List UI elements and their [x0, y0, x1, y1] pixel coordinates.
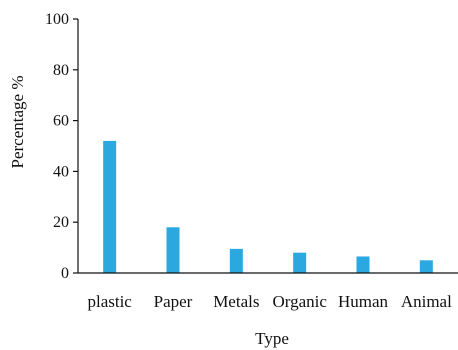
y-tick-label: 40 [53, 163, 69, 180]
category-label-metals: Metals [213, 292, 259, 311]
y-axis-ticks: 0 20 40 60 80 100 [45, 11, 78, 282]
bar-animal [419, 260, 433, 273]
x-axis-title: Type [255, 329, 289, 348]
category-label-organic: Organic [272, 292, 327, 311]
y-tick-label: 0 [61, 265, 69, 282]
category-label-human: Human [338, 292, 389, 311]
bar-plastic [103, 140, 117, 273]
bar-metals [229, 248, 243, 273]
y-tick-label: 20 [53, 214, 69, 231]
bars [103, 140, 433, 273]
y-tick-label: 100 [45, 11, 69, 28]
y-tick-label: 80 [53, 62, 69, 79]
bar-organic [293, 252, 307, 273]
category-label-plastic: plastic [87, 292, 132, 311]
category-label-paper: Paper [154, 292, 193, 311]
y-axis-title: Percentage % [8, 76, 27, 169]
bar-human [356, 256, 370, 273]
bar-paper [166, 227, 180, 273]
category-label-animal: Animal [401, 292, 452, 311]
y-tick-label: 60 [53, 113, 69, 130]
x-axis-category-labels: plastic Paper Metals Organic Human Animal [87, 292, 452, 311]
